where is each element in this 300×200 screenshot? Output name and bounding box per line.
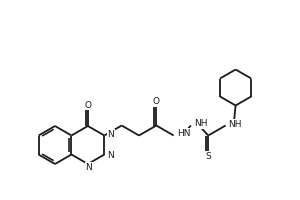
Text: N: N — [85, 162, 92, 171]
Text: O: O — [84, 100, 92, 110]
Text: O: O — [153, 97, 160, 106]
Text: NH: NH — [229, 120, 242, 129]
Text: N: N — [107, 151, 114, 160]
Text: NH: NH — [194, 119, 208, 128]
Text: N: N — [107, 130, 114, 139]
Text: HN: HN — [177, 129, 190, 138]
Text: S: S — [206, 152, 211, 161]
